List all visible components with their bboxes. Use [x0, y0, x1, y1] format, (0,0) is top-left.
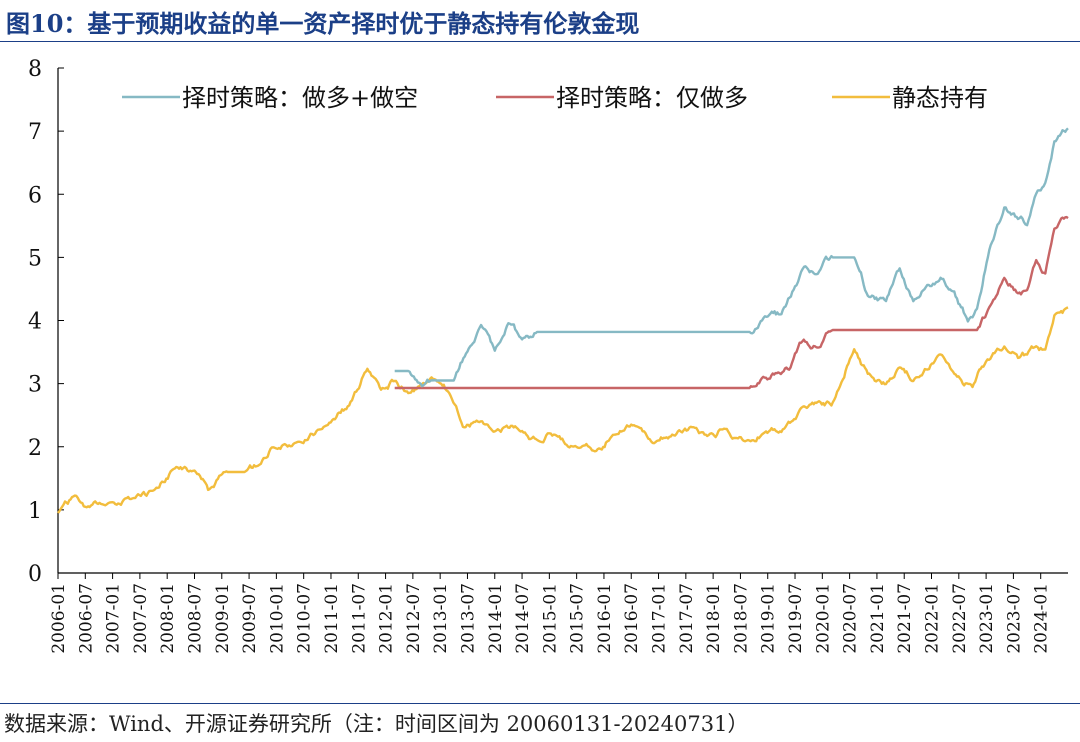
- x-tick-label: 2007-01: [104, 583, 124, 654]
- x-tick-label: 2008-07: [185, 583, 205, 654]
- y-tick-label: 1: [28, 499, 42, 524]
- line-chart: 0 1 2 3 4 5 6 7 8 2006-01 2006-07 2007-01 2007-07 200…: [28, 57, 1069, 654]
- x-tick-label: 2007-07: [131, 583, 151, 654]
- y-tick-label: 8: [28, 57, 42, 82]
- y-tick-label: 6: [28, 183, 42, 208]
- x-tick-label: 2020-01: [813, 583, 833, 654]
- x-tick-label: 2012-07: [404, 583, 424, 654]
- chart-axes: 0 1 2 3 4 5 6 7 8 2006-01 2006-07 2007-01 2007-07 200…: [28, 57, 1068, 654]
- legend-label: 择时策略：仅做多: [556, 84, 748, 112]
- y-tick-label: 7: [28, 120, 42, 145]
- x-tick-label: 2019-07: [786, 583, 806, 654]
- x-tick-label: 2010-01: [267, 583, 287, 654]
- title-divider: [0, 41, 1080, 42]
- x-tick-label: 2015-01: [540, 583, 560, 654]
- series-line: [394, 127, 1069, 388]
- x-tick-label: 2016-07: [622, 583, 642, 654]
- y-tick-label: 5: [28, 246, 42, 271]
- series-line: [394, 215, 1069, 390]
- x-tick-label: 2021-07: [895, 583, 915, 654]
- x-tick-label: 2009-01: [213, 583, 233, 654]
- x-tick-label: 2006-01: [49, 583, 69, 654]
- x-tick-label: 2018-01: [704, 583, 724, 654]
- x-tick-label: 2018-07: [731, 583, 751, 654]
- chart-legend: 择时策略：做多+做空 择时策略：仅做多 静态持有: [122, 84, 988, 112]
- x-tick-label: 2011-01: [322, 583, 342, 654]
- x-tick-label: 2019-01: [759, 583, 779, 654]
- y-tick-label: 4: [28, 310, 42, 335]
- x-tick-label: 2016-01: [595, 583, 615, 654]
- x-tick-label: 2022-07: [950, 583, 970, 654]
- x-tick-label: 2008-01: [158, 583, 178, 654]
- legend-label: 择时策略：做多+做空: [182, 84, 418, 112]
- y-tick-label: 0: [28, 562, 42, 587]
- legend-label: 静态持有: [892, 84, 988, 112]
- x-tick-label: 2006-07: [76, 583, 96, 654]
- x-tick-label: 2014-07: [513, 583, 533, 654]
- x-tick-label: 2017-07: [677, 583, 697, 654]
- figure-title: 图10：基于预期收益的单一资产择时优于静态持有伦敦金现: [6, 9, 640, 38]
- x-tick-label: 2017-01: [650, 583, 670, 654]
- x-tick-label: 2009-07: [240, 583, 260, 654]
- x-tick-label: 2010-07: [295, 583, 315, 654]
- source-note: 数据来源：Wind、开源证券研究所（注：时间区间为 20060131-20240…: [4, 712, 749, 736]
- x-tick-label: 2023-01: [977, 583, 997, 654]
- x-tick-label: 2014-01: [486, 583, 506, 654]
- x-tick-label: 2020-07: [841, 583, 861, 654]
- series-line: [57, 306, 1069, 514]
- chart-series: [57, 127, 1069, 514]
- footer-divider: [0, 703, 1080, 704]
- x-tick-label: 2011-07: [349, 583, 369, 654]
- y-tick-label: 3: [28, 373, 42, 398]
- x-tick-label: 2022-01: [923, 583, 943, 654]
- x-tick-label: 2015-07: [568, 583, 588, 654]
- x-tick-label: 2021-01: [868, 583, 888, 654]
- y-tick-label: 2: [28, 436, 42, 461]
- x-tick-label: 2023-07: [1004, 583, 1024, 654]
- x-tick-label: 2013-07: [458, 583, 478, 654]
- x-tick-label: 2013-01: [431, 583, 451, 654]
- x-tick-label: 2012-01: [377, 583, 397, 654]
- x-tick-label: 2024-01: [1032, 583, 1052, 654]
